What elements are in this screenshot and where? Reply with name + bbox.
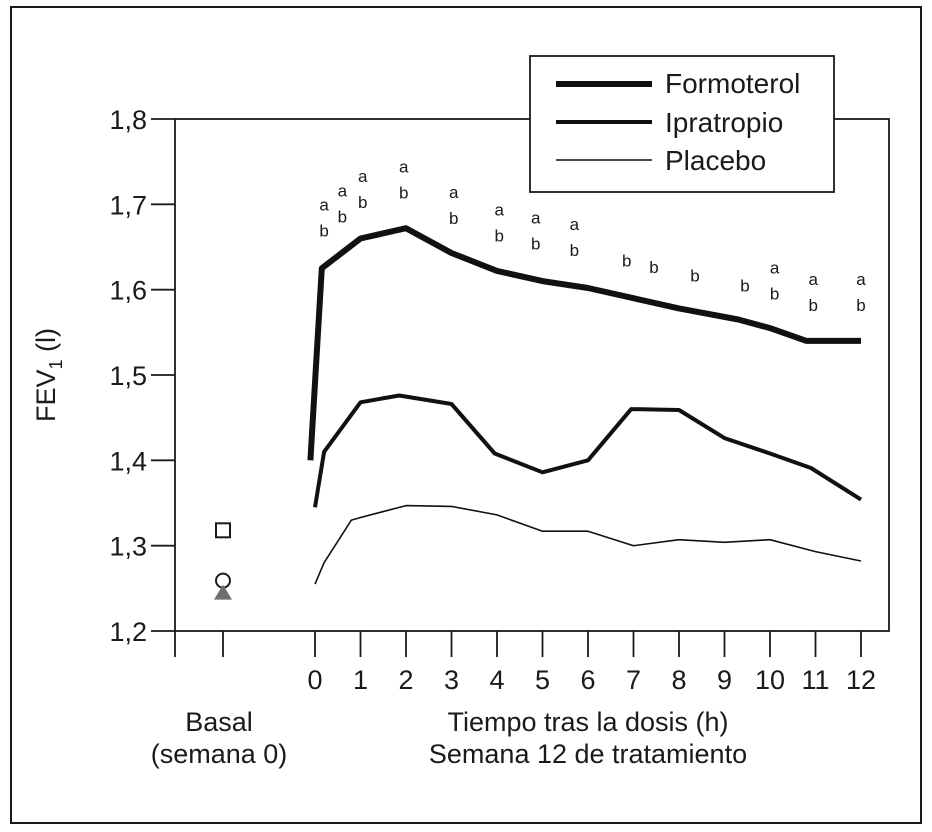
significance-label: b xyxy=(358,193,367,212)
basal-marker-placebo xyxy=(214,584,232,600)
significance-label: a xyxy=(358,167,368,186)
y-axis-title-subscript: 1 xyxy=(46,359,66,369)
basal-markers xyxy=(214,522,232,600)
significance-label: a xyxy=(495,200,505,219)
significance-label: b xyxy=(808,296,817,315)
series-layer xyxy=(307,225,863,585)
y-axis: 1,2 1,3 1,4 1,5 1,6 1,7 1,8 xyxy=(109,105,175,647)
x-axis: 0 1 2 3 4 5 6 7 8 9 10 11 12 xyxy=(174,631,876,695)
significance-label: a xyxy=(319,196,329,215)
x-tick-label: 9 xyxy=(717,665,732,695)
y-tick-label: 1,4 xyxy=(109,446,147,476)
y-tick-label: 1,8 xyxy=(109,105,147,135)
significance-label: b xyxy=(690,266,699,285)
x-tick-label: 3 xyxy=(444,665,459,695)
basal-label-line1: Basal xyxy=(185,707,253,737)
significance-label: b xyxy=(856,296,865,315)
series-line-placebo xyxy=(314,504,862,585)
y-tick-label: 1,6 xyxy=(109,276,147,306)
x-tick-label: 8 xyxy=(671,665,686,695)
x-tick-label: 6 xyxy=(580,665,595,695)
significance-label: b xyxy=(338,208,347,227)
y-tick-label: 1,7 xyxy=(109,190,147,220)
y-axis-title: FEV1 (l) xyxy=(31,328,66,422)
x-tick-label: 12 xyxy=(846,665,876,695)
x-axis-title-line2: Semana 12 de tratamiento xyxy=(429,739,747,769)
significance-label: a xyxy=(399,158,409,177)
plot-area xyxy=(174,118,890,632)
significance-label: b xyxy=(649,258,658,277)
significance-label: a xyxy=(856,270,866,289)
x-tick-label: 5 xyxy=(535,665,550,695)
y-tick-label: 1,3 xyxy=(109,532,147,562)
y-tick-label: 1,5 xyxy=(109,361,147,391)
significance-label: b xyxy=(622,252,631,271)
basal-marker-formoterol xyxy=(215,522,231,539)
significance-label: b xyxy=(740,276,749,295)
significance-label: b xyxy=(495,226,504,245)
legend-label-formoterol: Formoterol xyxy=(665,68,800,99)
series-line-ipratropio xyxy=(313,393,863,508)
significance-label: b xyxy=(319,222,328,241)
x-tick-label: 1 xyxy=(353,665,368,695)
x-tick-label: 11 xyxy=(801,665,829,695)
significance-label: b xyxy=(570,241,579,260)
x-tick-label: 0 xyxy=(307,665,322,695)
significance-label: a xyxy=(570,215,580,234)
significance-label: a xyxy=(770,259,780,278)
x-tick-label: 10 xyxy=(755,665,785,695)
significance-label: b xyxy=(399,184,408,203)
basal-label-line2: (semana 0) xyxy=(151,739,288,769)
significance-label: b xyxy=(770,285,779,304)
x-tick-label: 4 xyxy=(489,665,504,695)
significance-label: a xyxy=(449,183,459,202)
significance-label: a xyxy=(808,270,818,289)
legend: Formoterol Ipratropio Placebo xyxy=(529,55,835,193)
x-axis-title-line1: Tiempo tras la dosis (h) xyxy=(447,707,728,737)
significance-label: a xyxy=(338,182,348,201)
legend-label-ipratropio: Ipratropio xyxy=(665,107,783,138)
significance-label: b xyxy=(449,209,458,228)
series-line-formoterol xyxy=(307,225,861,461)
legend-label-placebo: Placebo xyxy=(665,145,766,176)
significance-label: b xyxy=(531,235,540,254)
y-axis-title-main: FEV xyxy=(31,369,61,422)
x-tick-label: 2 xyxy=(398,665,413,695)
y-tick-label: 1,2 xyxy=(109,617,147,647)
significance-label: a xyxy=(531,209,541,228)
y-axis-title-unit: (l) xyxy=(31,328,61,359)
x-tick-label: 7 xyxy=(626,665,641,695)
